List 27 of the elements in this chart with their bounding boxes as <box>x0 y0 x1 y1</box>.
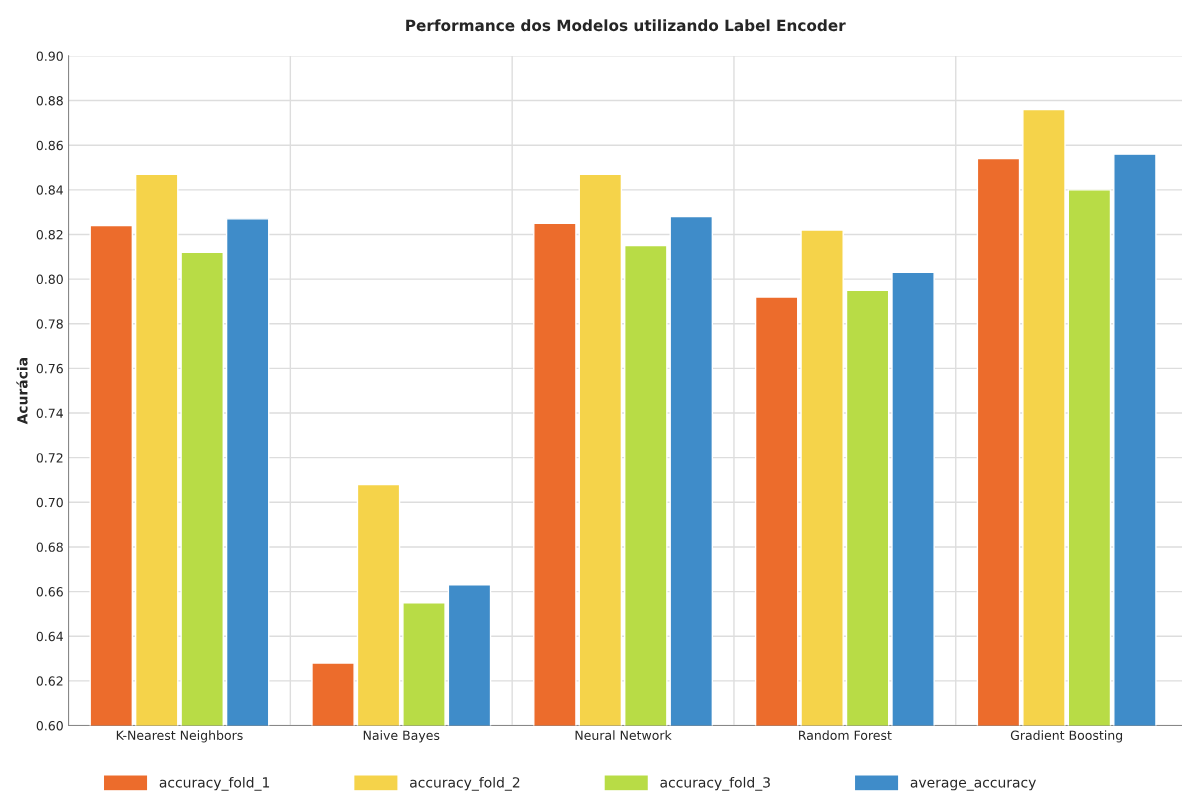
y-tick-label: 0.90 <box>36 51 63 61</box>
x-tick-label: Naive Bayes <box>363 730 440 743</box>
y-tick-label: 0.88 <box>36 96 63 106</box>
x-tick-label: Gradient Boosting <box>1010 730 1123 743</box>
legend-label: accuracy_fold_2 <box>410 776 520 791</box>
y-tick-label: 0.86 <box>36 140 63 151</box>
legend-label: accuracy_fold_1 <box>159 776 270 791</box>
chart-title: Performance dos Modelos utilizando Label Encoder <box>406 19 846 32</box>
x-tick-label: Random Forest <box>799 730 892 741</box>
y-tick-label: 0.68 <box>36 542 63 552</box>
y-tick-label: 0.62 <box>36 676 63 686</box>
y-tick-label: 0.70 <box>36 497 63 508</box>
y-tick-label: 0.66 <box>36 587 63 597</box>
y-tick-label: 0.82 <box>36 229 63 240</box>
y-tick-label: 0.80 <box>36 274 63 285</box>
y-axis-title: Acurácia <box>16 358 28 425</box>
legend-label: average_accuracy <box>910 779 1036 791</box>
y-tick-label: 0.64 <box>36 631 63 642</box>
x-tick-label: Neural Network <box>575 730 672 741</box>
x-tick-label: K-Nearest Neighbors <box>116 730 243 743</box>
legend-label: accuracy_fold_3 <box>660 776 770 791</box>
y-tick-label: 0.74 <box>36 408 63 418</box>
y-tick-label: 0.76 <box>36 363 63 374</box>
y-tick-label: 0.72 <box>36 453 63 463</box>
y-tick-label: 0.60 <box>36 720 63 731</box>
y-tick-label: 0.78 <box>36 319 63 329</box>
y-tick-label: 0.84 <box>36 185 63 195</box>
